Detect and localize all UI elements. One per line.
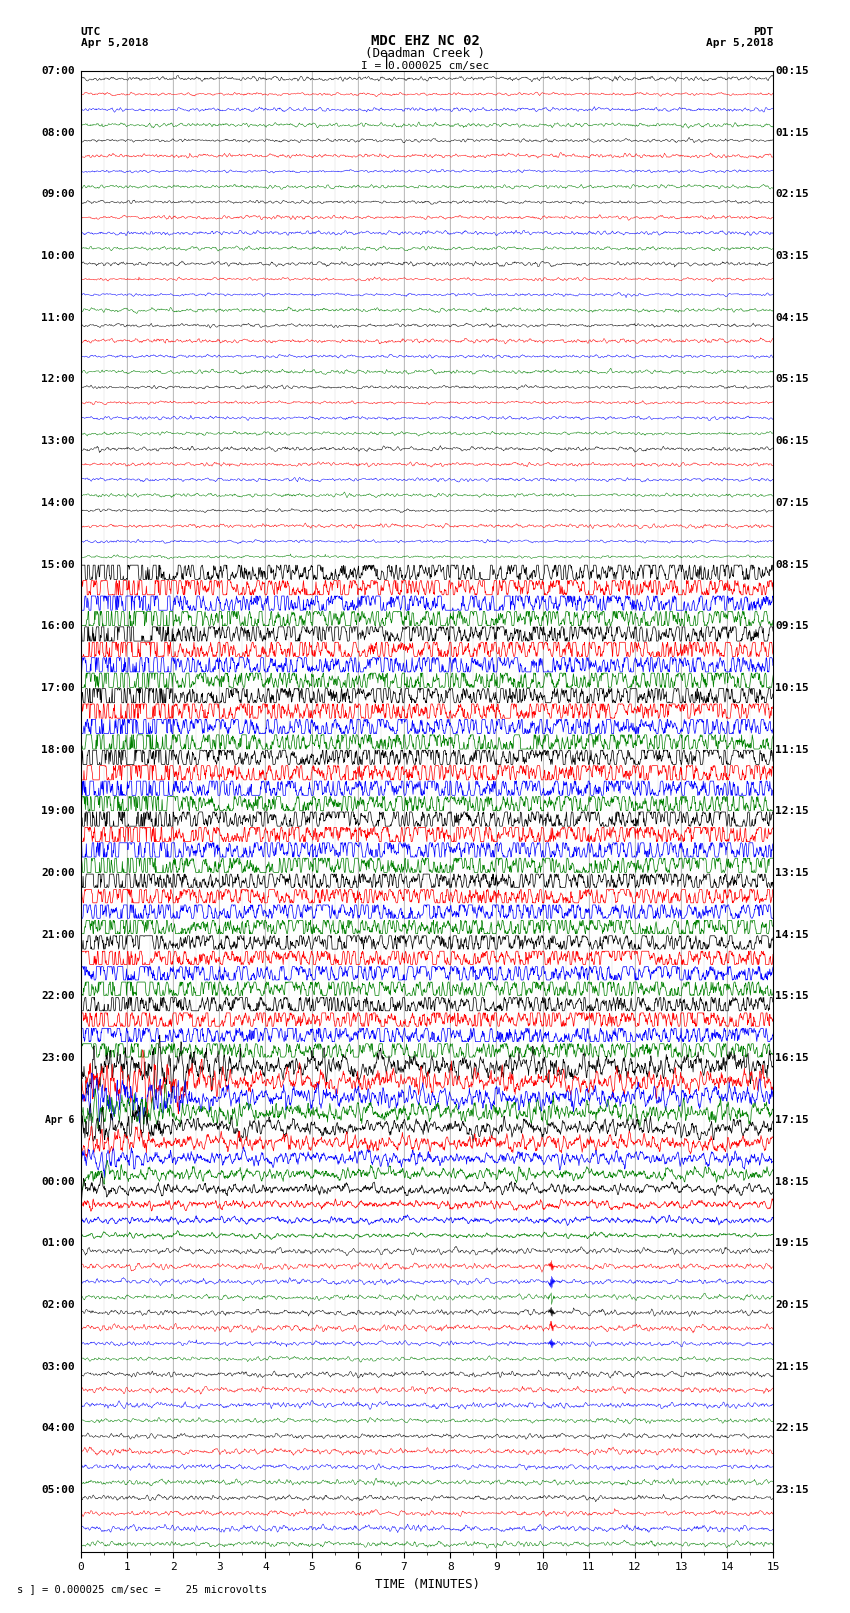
Text: Apr 5,2018: Apr 5,2018 [81, 39, 148, 48]
Text: (Deadman Creek ): (Deadman Creek ) [365, 47, 485, 60]
Text: PDT: PDT [753, 27, 774, 37]
Text: 20:15: 20:15 [775, 1300, 809, 1310]
Text: 17:15: 17:15 [775, 1115, 809, 1124]
Text: 20:00: 20:00 [41, 868, 75, 877]
Text: 22:15: 22:15 [775, 1423, 809, 1434]
Text: 04:00: 04:00 [41, 1423, 75, 1434]
Text: 18:00: 18:00 [41, 745, 75, 755]
Text: 01:15: 01:15 [775, 127, 809, 137]
Text: 03:00: 03:00 [41, 1361, 75, 1371]
Text: 03:15: 03:15 [775, 252, 809, 261]
Text: 01:00: 01:00 [41, 1239, 75, 1248]
Text: 07:15: 07:15 [775, 498, 809, 508]
Text: 22:00: 22:00 [41, 992, 75, 1002]
Text: 14:15: 14:15 [775, 929, 809, 940]
Text: 08:15: 08:15 [775, 560, 809, 569]
Text: 09:15: 09:15 [775, 621, 809, 631]
Text: 02:15: 02:15 [775, 189, 809, 200]
Text: 04:15: 04:15 [775, 313, 809, 323]
Text: 02:00: 02:00 [41, 1300, 75, 1310]
Text: 05:00: 05:00 [41, 1486, 75, 1495]
Text: 05:15: 05:15 [775, 374, 809, 384]
Text: 14:00: 14:00 [41, 498, 75, 508]
X-axis label: TIME (MINUTES): TIME (MINUTES) [375, 1578, 479, 1590]
Text: 10:00: 10:00 [41, 252, 75, 261]
Text: 00:15: 00:15 [775, 66, 809, 76]
Text: 11:15: 11:15 [775, 745, 809, 755]
Text: 13:15: 13:15 [775, 868, 809, 877]
Text: MDC EHZ NC 02: MDC EHZ NC 02 [371, 34, 479, 48]
Text: Apr 6: Apr 6 [45, 1115, 75, 1124]
Text: 07:00: 07:00 [41, 66, 75, 76]
Text: 19:15: 19:15 [775, 1239, 809, 1248]
Text: 16:00: 16:00 [41, 621, 75, 631]
Text: 12:15: 12:15 [775, 806, 809, 816]
Text: 12:00: 12:00 [41, 374, 75, 384]
Text: Apr 5,2018: Apr 5,2018 [706, 39, 774, 48]
Text: |: | [382, 53, 391, 69]
Text: 00:00: 00:00 [41, 1176, 75, 1187]
Text: s ] = 0.000025 cm/sec =    25 microvolts: s ] = 0.000025 cm/sec = 25 microvolts [17, 1584, 267, 1594]
Text: 09:00: 09:00 [41, 189, 75, 200]
Text: 15:15: 15:15 [775, 992, 809, 1002]
Text: 06:15: 06:15 [775, 436, 809, 447]
Text: I = 0.000025 cm/sec: I = 0.000025 cm/sec [361, 61, 489, 71]
Text: 17:00: 17:00 [41, 682, 75, 694]
Text: 15:00: 15:00 [41, 560, 75, 569]
Text: 21:15: 21:15 [775, 1361, 809, 1371]
Text: 08:00: 08:00 [41, 127, 75, 137]
Text: 16:15: 16:15 [775, 1053, 809, 1063]
Text: 23:15: 23:15 [775, 1486, 809, 1495]
Text: 18:15: 18:15 [775, 1176, 809, 1187]
Text: UTC: UTC [81, 27, 101, 37]
Text: 13:00: 13:00 [41, 436, 75, 447]
Text: 23:00: 23:00 [41, 1053, 75, 1063]
Text: 21:00: 21:00 [41, 929, 75, 940]
Text: 11:00: 11:00 [41, 313, 75, 323]
Text: 10:15: 10:15 [775, 682, 809, 694]
Text: 19:00: 19:00 [41, 806, 75, 816]
